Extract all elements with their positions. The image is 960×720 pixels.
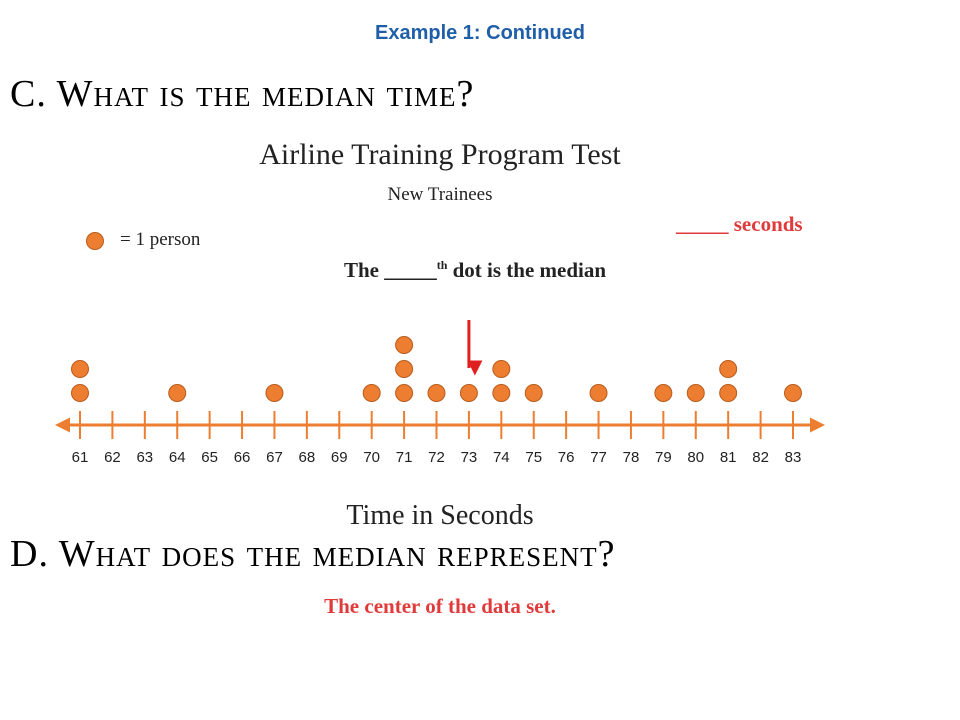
data-dot-71-1 <box>395 384 414 402</box>
key-label: = 1 person <box>120 229 201 250</box>
dot-plot: 61 62 63 64 65 66 67 68 69 70 71 72 73 74 75 76 77 78 79 80… <box>55 320 825 466</box>
data-dot-80-1 <box>686 384 705 402</box>
example-label: Example 1: Continued <box>374 22 586 44</box>
x-tick-label-76: 76 <box>558 449 575 466</box>
data-dot-70-1 <box>362 384 381 402</box>
data-dot-75-1 <box>524 384 543 402</box>
x-tick-label-81: 81 <box>720 449 737 466</box>
x-tick-label-83: 83 <box>785 449 802 466</box>
data-dot-83-1 <box>784 384 802 402</box>
x-tick-label-71: 71 <box>396 449 413 466</box>
data-dot-74-1 <box>492 384 511 402</box>
x-tick-label-69: 69 <box>331 449 348 466</box>
data-dot-61-2 <box>71 360 89 378</box>
median-note: The _____th dot is the median <box>320 250 630 285</box>
data-dot-73-1 <box>459 384 478 402</box>
x-tick-label-70: 70 <box>363 449 380 466</box>
data-dot-61-1 <box>71 384 89 402</box>
answer-d: The center of the data set. <box>324 594 556 618</box>
data-dot-71-2 <box>395 360 414 378</box>
data-dot-72-1 <box>427 384 446 402</box>
data-dot-67-1 <box>265 384 284 402</box>
data-dot-64-1 <box>168 384 187 402</box>
x-tick-label-66: 66 <box>234 449 251 466</box>
x-tick-label-61: 61 <box>72 449 89 466</box>
x-tick-label-67: 67 <box>266 449 283 466</box>
x-axis-label: Time in Seconds <box>346 500 534 531</box>
x-tick-label-73: 73 <box>461 449 478 466</box>
x-tick-label-80: 80 <box>687 449 704 466</box>
answer-seconds-blank: _____ seconds <box>676 212 803 236</box>
data-dot-71-3 <box>395 336 414 354</box>
x-tick-label-68: 68 <box>299 449 316 466</box>
data-dot-74-2 <box>492 360 511 378</box>
x-tick-label-82: 82 <box>752 449 769 466</box>
question-d-heading: D. What does the median represent? <box>10 533 616 575</box>
median-note-pre: The _____ <box>343 258 437 282</box>
x-tick-label-64: 64 <box>169 449 186 466</box>
chart-title: Airline Training Program Test <box>259 138 621 171</box>
median-note-post: dot is the median <box>447 258 607 282</box>
data-dot-77-1 <box>589 384 608 402</box>
x-tick-label-79: 79 <box>655 449 672 466</box>
x-tick-label-78: 78 <box>623 449 640 466</box>
median-note-sup: th <box>436 258 448 272</box>
key-dot-icon <box>86 232 104 250</box>
x-tick-label-74: 74 <box>493 449 510 466</box>
x-tick-label-77: 77 <box>590 449 607 466</box>
x-tick-label-62: 62 <box>104 449 121 466</box>
x-tick-label-72: 72 <box>428 449 445 466</box>
question-c-heading: C. What is the median time? <box>10 73 475 115</box>
x-tick-label-75: 75 <box>525 449 542 466</box>
data-dot-79-1 <box>654 384 673 402</box>
chart-subtitle: New Trainees <box>387 184 493 205</box>
data-dot-81-1 <box>719 384 738 402</box>
x-tick-label-65: 65 <box>201 449 218 466</box>
x-tick-label-63: 63 <box>136 449 153 466</box>
data-dot-81-2 <box>719 360 738 378</box>
